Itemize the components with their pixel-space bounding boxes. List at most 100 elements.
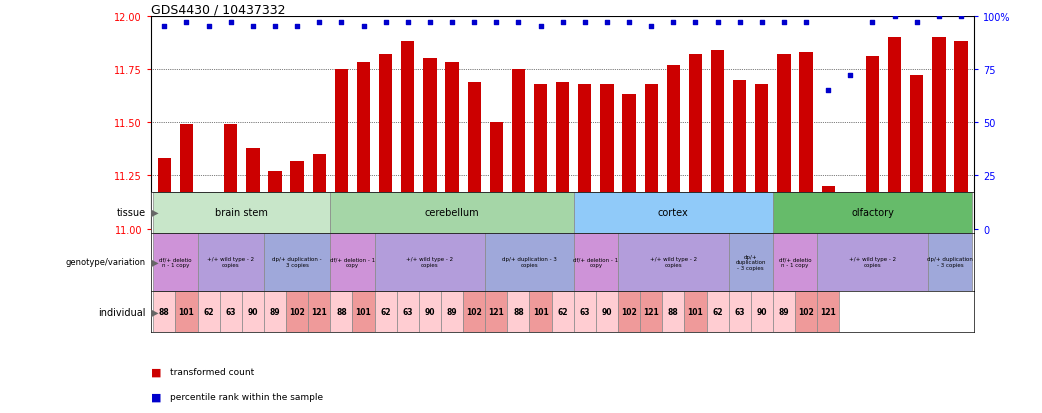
Bar bbox=[330, 233, 374, 291]
Bar bbox=[374, 233, 486, 291]
Bar bbox=[352, 291, 374, 332]
Bar bbox=[291, 161, 304, 229]
Point bbox=[753, 19, 770, 26]
Bar bbox=[468, 83, 480, 229]
Bar bbox=[153, 291, 175, 332]
Bar bbox=[264, 233, 330, 291]
Point bbox=[687, 19, 703, 26]
Bar bbox=[313, 155, 326, 229]
Bar bbox=[795, 291, 817, 332]
Text: 88: 88 bbox=[513, 307, 524, 316]
Bar bbox=[600, 85, 614, 229]
Bar bbox=[153, 192, 330, 233]
Text: 63: 63 bbox=[579, 307, 590, 316]
Bar bbox=[269, 172, 281, 229]
Bar bbox=[622, 95, 636, 229]
Point bbox=[488, 19, 504, 26]
Bar bbox=[224, 125, 238, 229]
Text: df/+ deletion - 1
copy: df/+ deletion - 1 copy bbox=[573, 257, 619, 268]
Bar bbox=[379, 55, 392, 229]
Text: individual: individual bbox=[98, 307, 146, 317]
Bar bbox=[777, 55, 791, 229]
Point bbox=[377, 19, 394, 26]
Bar bbox=[202, 208, 216, 229]
Bar bbox=[220, 291, 242, 332]
Text: olfactory: olfactory bbox=[851, 208, 894, 218]
Point bbox=[355, 24, 372, 31]
Text: 121: 121 bbox=[820, 307, 836, 316]
Bar bbox=[910, 76, 923, 229]
Text: df/+ deletio
n - 1 copy: df/+ deletio n - 1 copy bbox=[159, 257, 192, 268]
Point bbox=[289, 24, 305, 31]
Text: +/+ wild type - 2
copies: +/+ wild type - 2 copies bbox=[650, 257, 697, 268]
Text: 88: 88 bbox=[668, 307, 678, 316]
Bar bbox=[711, 50, 724, 229]
Text: ▶: ▶ bbox=[148, 257, 158, 267]
Bar bbox=[755, 85, 769, 229]
Bar bbox=[198, 291, 220, 332]
Bar bbox=[844, 199, 857, 229]
Bar bbox=[706, 291, 728, 332]
Bar bbox=[423, 59, 437, 229]
Text: 62: 62 bbox=[380, 307, 391, 316]
Bar bbox=[728, 291, 751, 332]
Text: cerebellum: cerebellum bbox=[425, 208, 479, 218]
Bar bbox=[817, 233, 927, 291]
Text: +/+ wild type - 2
copies: +/+ wild type - 2 copies bbox=[207, 257, 254, 268]
Point bbox=[222, 19, 239, 26]
Bar bbox=[419, 291, 441, 332]
Point bbox=[444, 19, 461, 26]
Point bbox=[333, 19, 350, 26]
Bar bbox=[954, 42, 968, 229]
Bar bbox=[330, 192, 574, 233]
Text: 102: 102 bbox=[290, 307, 305, 316]
Bar bbox=[773, 192, 972, 233]
Bar bbox=[773, 233, 817, 291]
Bar bbox=[817, 291, 839, 332]
Bar bbox=[463, 291, 486, 332]
Text: ■: ■ bbox=[151, 392, 162, 401]
Bar bbox=[888, 38, 901, 229]
Text: brain stem: brain stem bbox=[216, 208, 268, 218]
Point bbox=[775, 19, 792, 26]
Text: 89: 89 bbox=[447, 307, 457, 316]
Text: GDS4430 / 10437332: GDS4430 / 10437332 bbox=[151, 4, 286, 17]
Bar bbox=[246, 148, 259, 229]
Text: 90: 90 bbox=[601, 307, 613, 316]
Text: 62: 62 bbox=[713, 307, 723, 316]
Bar bbox=[663, 291, 685, 332]
Text: 63: 63 bbox=[735, 307, 745, 316]
Bar bbox=[445, 63, 458, 229]
Text: 102: 102 bbox=[466, 307, 482, 316]
Text: 101: 101 bbox=[688, 307, 703, 316]
Point bbox=[842, 73, 859, 79]
Point bbox=[422, 19, 439, 26]
Point bbox=[887, 13, 903, 20]
Point bbox=[952, 13, 969, 20]
Bar bbox=[330, 291, 352, 332]
Text: genotype/variation: genotype/variation bbox=[66, 258, 146, 267]
Bar bbox=[751, 291, 773, 332]
Point bbox=[621, 19, 638, 26]
Text: dp/+ duplication
- 3 copies: dp/+ duplication - 3 copies bbox=[927, 257, 973, 268]
Text: 89: 89 bbox=[778, 307, 789, 316]
Bar bbox=[180, 125, 193, 229]
Bar bbox=[512, 70, 525, 229]
Text: percentile rank within the sample: percentile rank within the sample bbox=[170, 392, 323, 401]
Text: +/+ wild type - 2
copies: +/+ wild type - 2 copies bbox=[849, 257, 896, 268]
Text: 62: 62 bbox=[203, 307, 214, 316]
Bar bbox=[441, 291, 463, 332]
Point bbox=[399, 19, 416, 26]
Point bbox=[245, 24, 262, 31]
Point bbox=[710, 19, 726, 26]
Text: 63: 63 bbox=[402, 307, 413, 316]
Text: 101: 101 bbox=[532, 307, 548, 316]
Bar bbox=[551, 291, 574, 332]
Text: dp/+ duplication - 3
copies: dp/+ duplication - 3 copies bbox=[502, 257, 556, 268]
Text: 62: 62 bbox=[557, 307, 568, 316]
Text: dp/+ duplication -
3 copies: dp/+ duplication - 3 copies bbox=[272, 257, 322, 268]
Point bbox=[643, 24, 660, 31]
Bar bbox=[645, 85, 658, 229]
Text: 121: 121 bbox=[489, 307, 504, 316]
Text: ▶: ▶ bbox=[148, 307, 158, 317]
